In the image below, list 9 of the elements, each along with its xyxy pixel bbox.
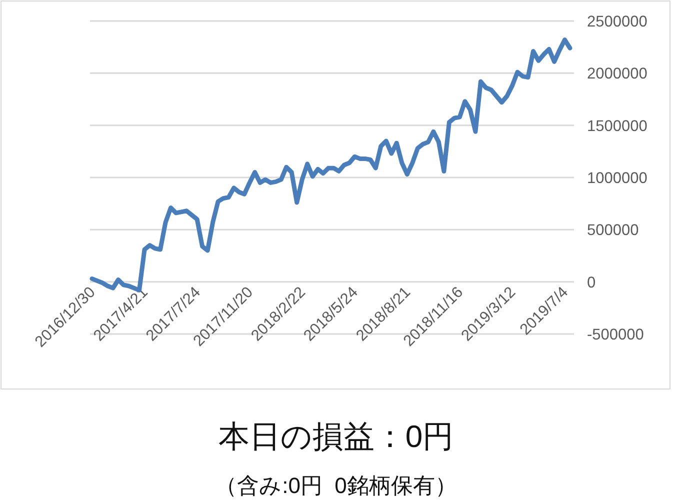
y-tick-label: 1000000 — [587, 170, 648, 187]
y-tick-label: -500000 — [587, 326, 644, 344]
y-tick-label: 2500000 — [587, 14, 648, 30]
y-tick-label: 0 — [587, 274, 596, 292]
y-tick-label: 500000 — [587, 222, 640, 240]
text: （含み:0円 0銘柄保有） — [215, 473, 457, 498]
text: 本日の損益：0円 — [218, 419, 454, 454]
y-tick-label: 1500000 — [587, 118, 648, 135]
y-tick-label: 2000000 — [587, 66, 648, 83]
